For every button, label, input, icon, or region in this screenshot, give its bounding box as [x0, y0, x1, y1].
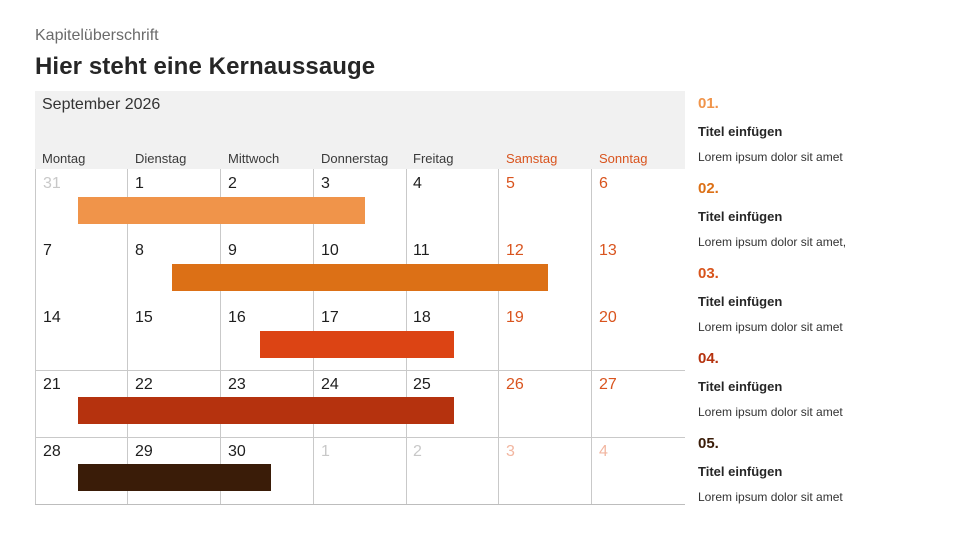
day-cell[interactable]: 30	[228, 443, 246, 460]
day-cell[interactable]: 24	[321, 376, 339, 393]
day-cell[interactable]: 3	[321, 175, 330, 192]
day-cell[interactable]: 19	[506, 309, 524, 326]
item-text: Lorem ipsum dolor sit amet	[698, 320, 843, 334]
day-cell[interactable]: 8	[135, 242, 144, 259]
item-number: 04.	[698, 350, 719, 367]
day-cell[interactable]: 26	[506, 376, 524, 393]
day-cell[interactable]: 6	[599, 175, 608, 192]
day-cell[interactable]: 7	[43, 242, 52, 259]
day-cell[interactable]: 23	[228, 376, 246, 393]
item-text: Lorem ipsum dolor sit amet,	[698, 235, 847, 249]
day-cell[interactable]: 16	[228, 309, 246, 326]
item-title: Titel einfügen	[698, 209, 783, 224]
weekday-label-weekend: Samstag	[506, 151, 558, 166]
day-cell[interactable]: 18	[413, 309, 431, 326]
item-text: Lorem ipsum dolor sit amet	[698, 490, 843, 504]
item-text: Lorem ipsum dolor sit amet	[698, 150, 843, 164]
day-cell[interactable]: 1	[321, 443, 330, 460]
day-cell[interactable]: 4	[413, 175, 422, 192]
event-bar-5[interactable]	[78, 464, 271, 491]
day-cell[interactable]: 11	[413, 242, 430, 259]
day-cell[interactable]: 2	[413, 443, 422, 460]
weekday-label: Montag	[42, 151, 86, 166]
day-cell[interactable]: 20	[599, 309, 617, 326]
day-cell[interactable]: 4	[599, 443, 608, 460]
day-cell[interactable]: 25	[413, 376, 431, 393]
event-bar-4[interactable]	[78, 397, 454, 424]
item-number: 03.	[698, 265, 719, 282]
event-bar-1[interactable]	[78, 197, 365, 224]
day-cell[interactable]: 22	[135, 376, 153, 393]
weekday-label-weekend: Sonntag	[599, 151, 648, 166]
day-cell[interactable]: 5	[506, 175, 515, 192]
calendar-grid: 31 1 2 3 4 5 6 7 8 9 10 11 12 13 14 15 1…	[35, 169, 685, 505]
item-title: Titel einfügen	[698, 464, 783, 479]
day-cell[interactable]: 21	[43, 376, 61, 393]
page-title: Hier steht eine Kernaussauge	[35, 53, 376, 80]
item-title: Titel einfügen	[698, 124, 783, 139]
item-text: Lorem ipsum dolor sit amet	[698, 405, 843, 419]
day-cell[interactable]: 31	[43, 175, 61, 192]
calendar: September 2026 Montag Dienstag Mittwoch …	[35, 91, 685, 505]
item-number: 05.	[698, 435, 719, 452]
item-number: 02.	[698, 180, 719, 197]
weekday-label: Freitag	[413, 151, 454, 166]
item-title: Titel einfügen	[698, 379, 783, 394]
event-bar-2[interactable]	[172, 264, 548, 291]
item-number: 01.	[698, 95, 719, 112]
day-cell[interactable]: 3	[506, 443, 515, 460]
day-cell[interactable]: 14	[43, 309, 61, 326]
day-cell[interactable]: 17	[321, 309, 339, 326]
day-cell[interactable]: 15	[135, 309, 153, 326]
item-title: Titel einfügen	[698, 294, 783, 309]
day-cell[interactable]: 10	[321, 242, 339, 259]
weekday-label: Donnerstag	[321, 151, 389, 166]
weekday-label: Mittwoch	[228, 151, 280, 166]
event-bar-3[interactable]	[260, 331, 454, 358]
day-cell[interactable]: 28	[43, 443, 61, 460]
day-cell[interactable]: 2	[228, 175, 237, 192]
month-label: September 2026	[42, 96, 161, 113]
day-cell[interactable]: 12	[506, 242, 524, 259]
kicker: Kapitelüberschrift	[35, 27, 159, 44]
weekday-label: Dienstag	[135, 151, 187, 166]
day-cell[interactable]: 9	[228, 242, 237, 259]
day-cell[interactable]: 1	[135, 175, 144, 192]
calendar-header: September 2026 Montag Dienstag Mittwoch …	[35, 91, 685, 169]
day-cell[interactable]: 29	[135, 443, 153, 460]
day-cell[interactable]: 13	[599, 242, 617, 259]
day-cell[interactable]: 27	[599, 376, 617, 393]
